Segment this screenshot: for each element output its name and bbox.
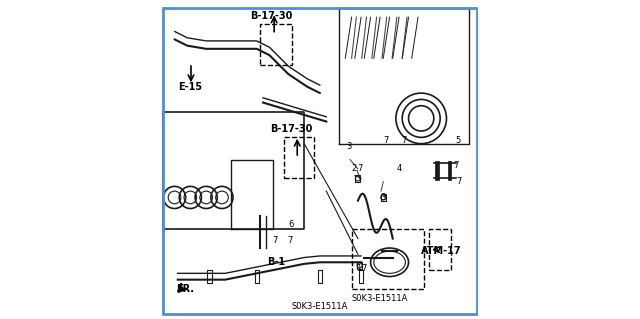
Text: 7: 7	[401, 136, 406, 145]
Bar	[207, 270, 212, 283]
Text: 6: 6	[289, 220, 294, 229]
Text: B-17-30: B-17-30	[270, 124, 313, 135]
Bar	[357, 262, 362, 269]
Text: 4: 4	[397, 165, 403, 174]
Text: B-1: B-1	[267, 257, 285, 267]
Text: E-15: E-15	[178, 82, 202, 92]
Text: 7: 7	[384, 136, 389, 145]
Bar	[355, 175, 360, 182]
Text: 5: 5	[455, 136, 460, 145]
Text: 7: 7	[357, 165, 362, 174]
Text: B-17-30: B-17-30	[250, 11, 292, 21]
Bar	[318, 270, 322, 283]
Bar	[429, 229, 451, 270]
Text: 1: 1	[356, 264, 362, 273]
Bar	[359, 270, 364, 283]
Bar	[284, 137, 314, 178]
Text: 3: 3	[347, 142, 352, 151]
Text: FR.: FR.	[175, 284, 194, 294]
Text: S0K3-E1511A: S0K3-E1511A	[292, 302, 348, 311]
Bar	[381, 194, 386, 201]
Bar	[435, 161, 438, 180]
Bar	[255, 270, 259, 283]
Text: 2: 2	[351, 165, 356, 174]
Text: 7: 7	[273, 236, 278, 245]
Text: 7: 7	[456, 177, 462, 186]
Text: ATM-17: ATM-17	[421, 246, 462, 256]
Text: 7: 7	[453, 161, 459, 170]
Bar	[260, 24, 292, 65]
Bar	[448, 161, 451, 180]
Text: S0K3-E1511A: S0K3-E1511A	[352, 294, 408, 303]
Text: 7: 7	[287, 236, 292, 245]
Text: 3: 3	[381, 193, 386, 202]
Bar	[351, 229, 424, 289]
Text: 7: 7	[361, 264, 366, 273]
